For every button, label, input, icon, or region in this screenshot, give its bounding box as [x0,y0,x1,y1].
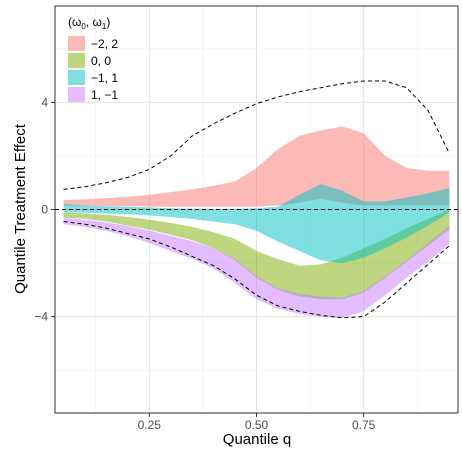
band-series-1 [63,126,450,207]
legend: (ω0, ω1) −2, 2 0, 0 −1, 1 1, −1 [68,15,118,102]
legend-title: (ω0, ω1) [68,15,110,31]
axis-ticks: 0.25 0.50 0.75 −4 0 4 [34,95,375,432]
y-tick-label: −4 [34,310,48,324]
legend-label: −2, 2 [91,37,118,51]
legend-label: −1, 1 [91,71,118,85]
legend-swatch [68,53,85,68]
legend-label: 1, −1 [91,88,118,102]
legend-swatch [68,70,85,85]
reference-lines [55,80,458,319]
x-tick-label: 0.25 [138,418,162,432]
y-tick-label: 4 [41,95,48,109]
legend-swatch [68,36,85,51]
y-axis-title: Quantile Treatment Effect [12,123,29,294]
envelope-upper-line [63,80,450,190]
x-axis-title: Quantile q [223,431,291,448]
x-tick-label: 0.75 [352,418,376,432]
x-tick-label: 0.50 [245,418,269,432]
legend-label: 0, 0 [91,54,111,68]
band-series-3 [63,184,450,264]
y-tick-label: 0 [41,203,48,217]
legend-swatch [68,87,85,102]
band-series-2 [63,209,450,300]
envelope-lower-line [63,221,450,319]
